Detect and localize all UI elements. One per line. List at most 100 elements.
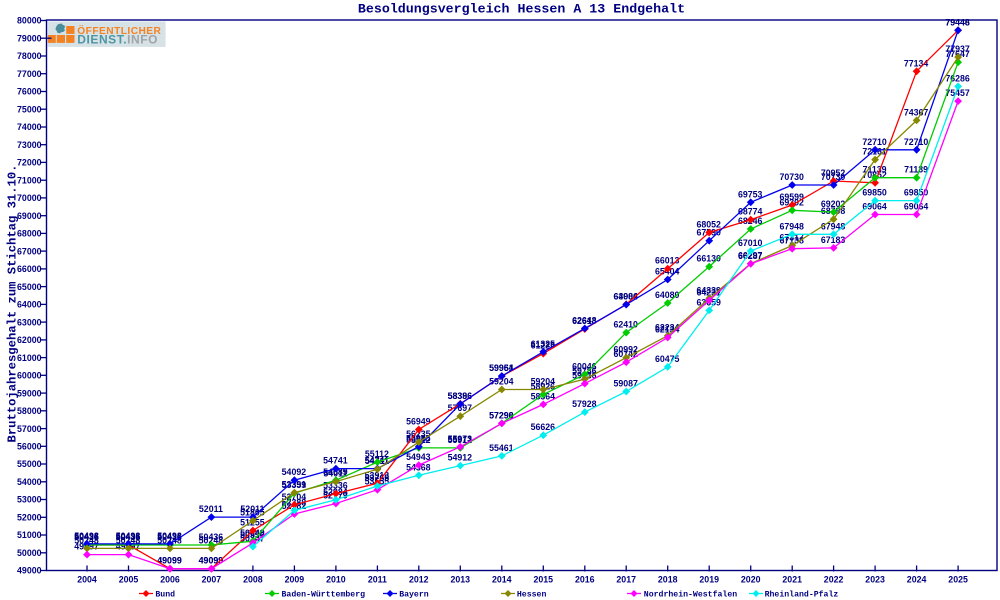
svg-text:49000: 49000 <box>17 566 42 576</box>
svg-text:DIENST.INFO: DIENST.INFO <box>77 32 158 46</box>
svg-text:65000: 65000 <box>17 282 42 292</box>
svg-text:50436: 50436 <box>199 532 224 542</box>
svg-text:67138: 67138 <box>779 236 804 246</box>
svg-text:2022: 2022 <box>824 575 844 585</box>
svg-text:61000: 61000 <box>17 353 42 363</box>
svg-text:60992: 60992 <box>613 345 638 355</box>
svg-text:67000: 67000 <box>17 246 42 256</box>
svg-text:62134: 62134 <box>655 325 680 335</box>
svg-text:66013: 66013 <box>655 256 680 266</box>
svg-text:55973: 55973 <box>448 434 473 444</box>
svg-text:58396: 58396 <box>448 391 473 401</box>
svg-text:Nordrhein-Westfalen: Nordrhein-Westfalen <box>644 589 737 599</box>
svg-text:72000: 72000 <box>17 158 42 168</box>
svg-text:54943: 54943 <box>406 452 431 462</box>
svg-text:49099: 49099 <box>157 556 182 566</box>
svg-text:50436: 50436 <box>116 532 141 542</box>
svg-text:59087: 59087 <box>613 379 638 389</box>
svg-text:57000: 57000 <box>17 424 42 434</box>
svg-text:56000: 56000 <box>17 442 42 452</box>
svg-text:79000: 79000 <box>17 33 42 43</box>
svg-text:56626: 56626 <box>531 422 556 432</box>
svg-text:Baden-Württemberg: Baden-Württemberg <box>282 589 366 599</box>
svg-text:54741: 54741 <box>323 456 348 466</box>
svg-text:2005: 2005 <box>119 575 139 585</box>
svg-text:2006: 2006 <box>160 575 180 585</box>
svg-text:67948: 67948 <box>779 221 804 231</box>
svg-text:57928: 57928 <box>572 399 597 409</box>
svg-text:69202: 69202 <box>821 199 846 209</box>
svg-text:66130: 66130 <box>696 254 721 264</box>
svg-text:2014: 2014 <box>492 575 512 585</box>
svg-text:2020: 2020 <box>741 575 761 585</box>
svg-text:59000: 59000 <box>17 388 42 398</box>
svg-text:55000: 55000 <box>17 459 42 469</box>
svg-text:58386: 58386 <box>448 391 473 401</box>
svg-text:79446: 79446 <box>945 17 970 27</box>
svg-text:52011: 52011 <box>240 504 264 514</box>
svg-text:Rheinland-Pfalz: Rheinland-Pfalz <box>765 589 839 599</box>
svg-text:59204: 59204 <box>531 377 556 387</box>
svg-text:53913: 53913 <box>365 470 390 480</box>
svg-text:50000: 50000 <box>17 548 42 558</box>
svg-text:50436: 50436 <box>74 532 99 542</box>
svg-text:2015: 2015 <box>534 575 554 585</box>
svg-text:62648: 62648 <box>572 315 597 325</box>
svg-text:53000: 53000 <box>17 495 42 505</box>
svg-text:53391: 53391 <box>282 480 307 490</box>
svg-text:60000: 60000 <box>17 371 42 381</box>
svg-text:67948: 67948 <box>821 221 846 231</box>
svg-text:64339: 64339 <box>696 285 721 295</box>
svg-text:2018: 2018 <box>658 575 678 585</box>
svg-text:2021: 2021 <box>782 575 802 585</box>
svg-text:59204: 59204 <box>489 377 514 387</box>
svg-text:2016: 2016 <box>575 575 595 585</box>
svg-text:55912: 55912 <box>448 435 473 445</box>
svg-text:Hessen: Hessen <box>517 590 547 599</box>
svg-text:2010: 2010 <box>326 575 346 585</box>
svg-text:2023: 2023 <box>865 575 885 585</box>
svg-text:50498: 50498 <box>74 531 99 541</box>
svg-text:60046: 60046 <box>572 362 597 372</box>
svg-text:70730: 70730 <box>779 172 804 182</box>
svg-text:70000: 70000 <box>17 193 42 203</box>
svg-text:69064: 69064 <box>862 202 887 212</box>
svg-text:69850: 69850 <box>862 188 887 198</box>
svg-text:63986: 63986 <box>613 292 638 302</box>
svg-text:64000: 64000 <box>17 300 42 310</box>
svg-text:2011: 2011 <box>368 575 387 585</box>
svg-text:Bruttojahresgehalt zum Stichta: Bruttojahresgehalt zum Stichtag 31.10. <box>6 165 20 443</box>
svg-text:64004: 64004 <box>613 291 638 301</box>
svg-text:2013: 2013 <box>451 575 471 585</box>
svg-text:69000: 69000 <box>17 211 42 221</box>
svg-text:55461: 55461 <box>489 443 514 453</box>
svg-text:53359: 53359 <box>282 480 307 490</box>
svg-text:54011: 54011 <box>323 469 347 479</box>
svg-text:55985: 55985 <box>406 434 431 444</box>
svg-text:79448: 79448 <box>945 17 970 27</box>
svg-text:71000: 71000 <box>17 175 42 185</box>
svg-text:61325: 61325 <box>531 339 556 349</box>
svg-text:57697: 57697 <box>448 403 473 413</box>
svg-text:68774: 68774 <box>738 207 763 217</box>
svg-text:61225: 61225 <box>531 341 556 351</box>
svg-text:49099: 49099 <box>157 556 182 566</box>
svg-text:54912: 54912 <box>448 453 473 463</box>
svg-text:64231: 64231 <box>696 287 721 297</box>
svg-text:71139: 71139 <box>863 165 887 175</box>
svg-text:72710: 72710 <box>904 137 929 147</box>
svg-text:71139: 71139 <box>904 165 928 175</box>
svg-text:2025: 2025 <box>948 575 968 585</box>
svg-text:69850: 69850 <box>904 188 929 198</box>
svg-text:ÖFFENTLICHER: ÖFFENTLICHER <box>77 24 161 37</box>
svg-text:76000: 76000 <box>17 87 42 97</box>
svg-text:54092: 54092 <box>282 467 307 477</box>
svg-text:77937: 77937 <box>945 44 970 54</box>
svg-text:62234: 62234 <box>655 323 680 333</box>
svg-text:59964: 59964 <box>489 363 514 373</box>
svg-text:62000: 62000 <box>17 335 42 345</box>
svg-text:52704: 52704 <box>282 492 307 502</box>
svg-text:51805: 51805 <box>240 508 265 518</box>
svg-text:76286: 76286 <box>945 73 970 83</box>
svg-text:72710: 72710 <box>862 137 887 147</box>
